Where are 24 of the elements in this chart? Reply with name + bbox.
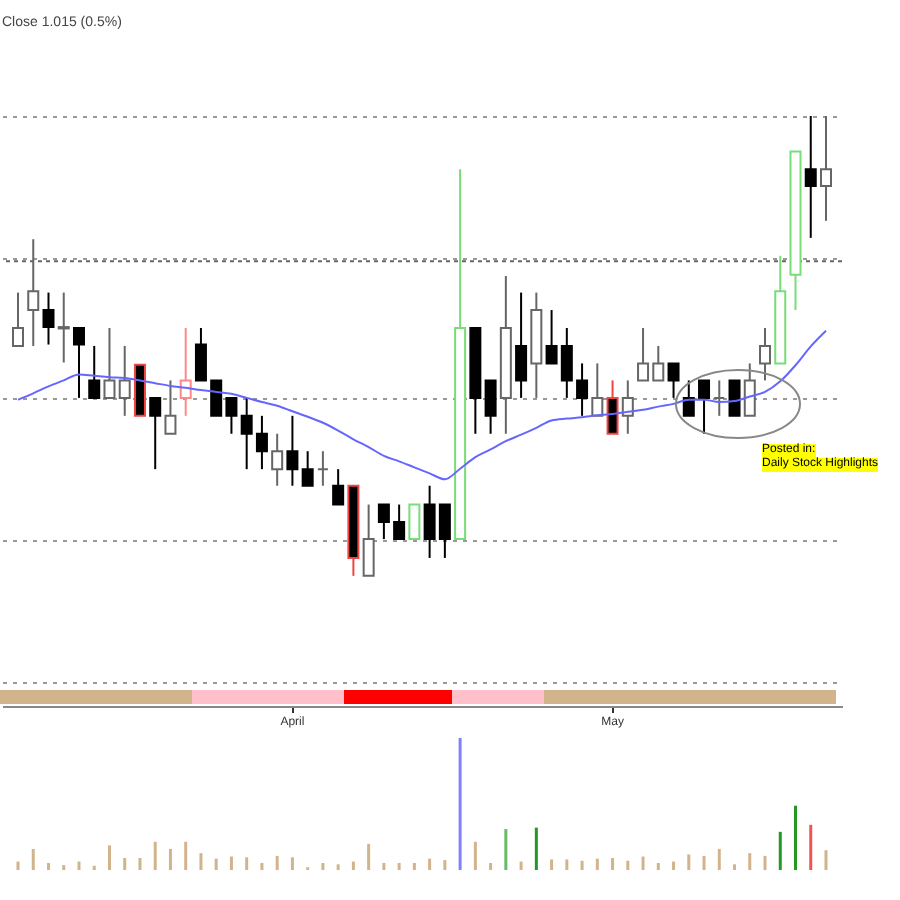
candlestick <box>484 379 497 435</box>
candlestick <box>591 362 604 417</box>
candlestick <box>118 344 131 417</box>
candlestick <box>164 379 177 435</box>
candlestick <box>515 291 528 399</box>
candlestick <box>804 114 817 239</box>
candlestick <box>286 414 299 487</box>
candlestick <box>728 379 741 417</box>
candlestick <box>12 291 25 347</box>
candlestick <box>362 503 375 577</box>
candlestick <box>606 379 619 435</box>
candlestick <box>103 326 116 399</box>
candlestick <box>408 503 421 541</box>
candlestick <box>301 450 314 487</box>
candlestick <box>713 379 726 417</box>
candlestick <box>743 362 756 417</box>
candlestick <box>667 362 680 399</box>
candlestick <box>621 379 634 435</box>
candlestick <box>179 326 192 417</box>
candlestick <box>819 114 832 222</box>
candlestick <box>88 344 101 399</box>
candlestick <box>271 432 284 487</box>
candlestick <box>42 291 55 346</box>
candlestick <box>316 450 329 487</box>
